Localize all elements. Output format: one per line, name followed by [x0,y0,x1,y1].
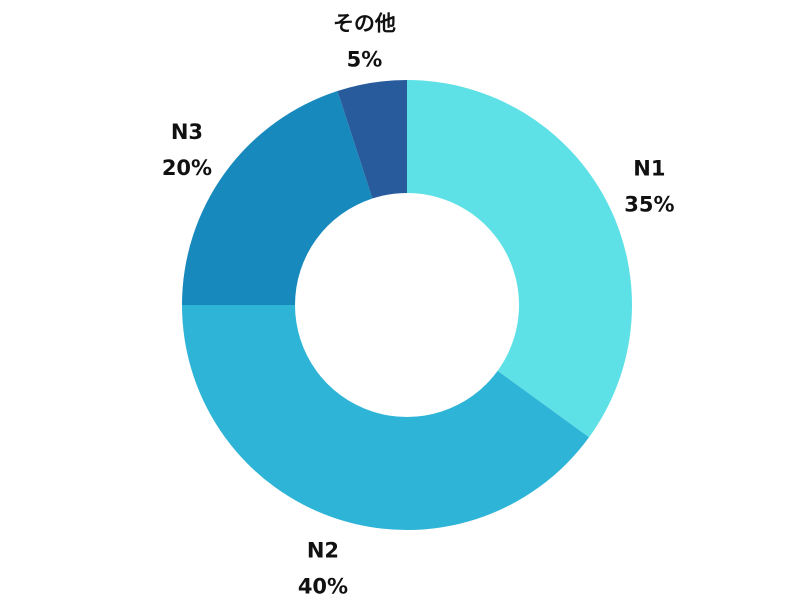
slice-other-3 [337,80,407,199]
slice-n1 [407,80,633,438]
donut-labels: N1 35% N2 40% N3 20% その他 5% [162,11,675,598]
slice-label-n2: N2 [307,539,339,563]
donut-slices [182,80,633,530]
slice-value-n2: 40% [298,575,348,599]
slice-n3 [182,91,373,305]
slice-label-n3: N3 [171,120,203,144]
slice-n2 [182,305,590,530]
slice-value-n1: 35% [624,193,674,217]
slice-value-n3: 20% [162,156,212,180]
slice-label-other-3: その他 [333,11,396,35]
slice-label-n1: N1 [633,157,665,181]
slice-value-other-3: 5% [347,47,383,71]
